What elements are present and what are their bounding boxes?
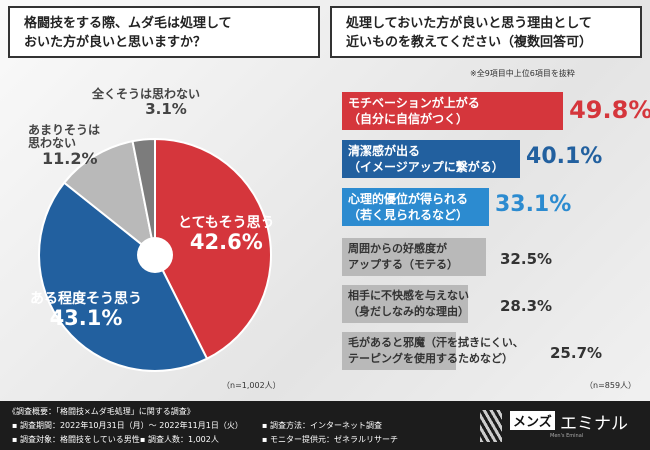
bar-value-0: 49.8%	[569, 96, 650, 124]
right-sample-size: （n=859人）	[585, 381, 637, 390]
bar-label-line2: テーピングを使用するためなど）	[348, 352, 513, 365]
pie-slice-1	[38, 181, 209, 372]
pie-label-3: 全くそうは思わない 3.1%	[92, 87, 201, 119]
mens-eminal-logo: メンズ エミナル Men's Eminal	[480, 408, 640, 444]
pie-slice-2	[62, 140, 157, 258]
left-title-line2: おいた方が良いと思いますか？	[24, 35, 207, 50]
left-title-line1: 格闘技をする際、ムダ毛は処理して	[24, 16, 232, 31]
left-question-header: 格闘技をする際、ムダ毛は処理して おいた方が良いと思いますか？	[8, 6, 320, 58]
bar-label-line2: （イメージアップに繋がる）	[348, 160, 504, 174]
bar-0: モチベーションが上がる （自分に自信がつく）	[342, 92, 564, 130]
bar-label-line2: （若く見られるなど）	[348, 208, 469, 222]
right-note: ※全9項目中上位6項目を抜粋	[470, 69, 575, 78]
bar-label-line1: 清潔感が出る	[348, 144, 421, 158]
footer-target: ▪ 調査対象：格闘技をしている男性	[12, 435, 140, 444]
footer-provider: ▪ モニター提供元：ゼネラルリサーチ	[262, 435, 398, 444]
pie-label-2: あまりそうは 思わない 11.2%	[28, 123, 101, 169]
bar-label-line2: （自分に自信がつく）	[348, 112, 469, 126]
bar-value-5: 25.7%	[550, 344, 603, 362]
bar-label-line1: 毛があると邪魔（汗を拭きにくい、	[348, 336, 524, 349]
pie-label-1: ある程度そう思う 43.1%	[30, 291, 142, 331]
right-title-line2: 近いものを教えてください（複数回答可）	[346, 35, 592, 50]
footer-method: ▪ 調査方法：インターネット調査	[262, 421, 382, 430]
pie-slice-3	[131, 137, 156, 256]
footer-period: ▪ 調査期間：2022年10月31日（月）～ 2022年11月1日（火）	[12, 421, 243, 430]
bar-5: 毛があると邪魔（汗を拭きにくい、 テーピングを使用するためなど）	[342, 332, 524, 370]
left-sample-size: （n=1,002人）	[222, 381, 281, 390]
footer-title: 《調査概要：「格闘技×ムダ毛処理」に関する調査》	[8, 407, 195, 416]
footer-count: ▪ 調査人数：1,002人	[140, 435, 219, 444]
bar-label-line2: （身だしなみ的な理由）	[348, 305, 469, 318]
bar-value-3: 32.5%	[500, 250, 553, 268]
right-title-line1: 処理しておいた方が良いと思う理由として	[346, 16, 592, 31]
bar-1: 清潔感が出る （イメージアップに繋がる）	[342, 140, 521, 178]
logo-mark-icon	[480, 410, 502, 442]
bar-label-line2: アップする（モテる）	[348, 258, 458, 271]
right-question-header: 処理しておいた方が良いと思う理由として 近いものを教えてください（複数回答可）	[330, 6, 642, 58]
pie-chart	[38, 137, 272, 372]
bar-label-line1: 周囲からの好感度が	[348, 242, 447, 255]
bar-2: 心理的優位が得られる （若く見られるなど）	[342, 188, 489, 226]
pie-center-hole	[137, 237, 173, 273]
pie-slice-0	[154, 137, 272, 361]
bar-3: 周囲からの好感度が アップする（モテる）	[342, 238, 487, 276]
bar-label-line1: モチベーションが上がる	[348, 96, 480, 110]
bar-4: 相手に不快感を与えない （身だしなみ的な理由）	[342, 285, 469, 323]
bar-value-2: 33.1%	[494, 192, 572, 217]
bar-label-line1: 相手に不快感を与えない	[348, 289, 469, 302]
bar-label-line1: 心理的優位が得られる	[348, 192, 469, 206]
bar-value-1: 40.1%	[526, 144, 603, 169]
pie-label-0: とてもそう思う 42.6%	[178, 215, 275, 255]
bar-value-4: 28.3%	[500, 297, 553, 315]
